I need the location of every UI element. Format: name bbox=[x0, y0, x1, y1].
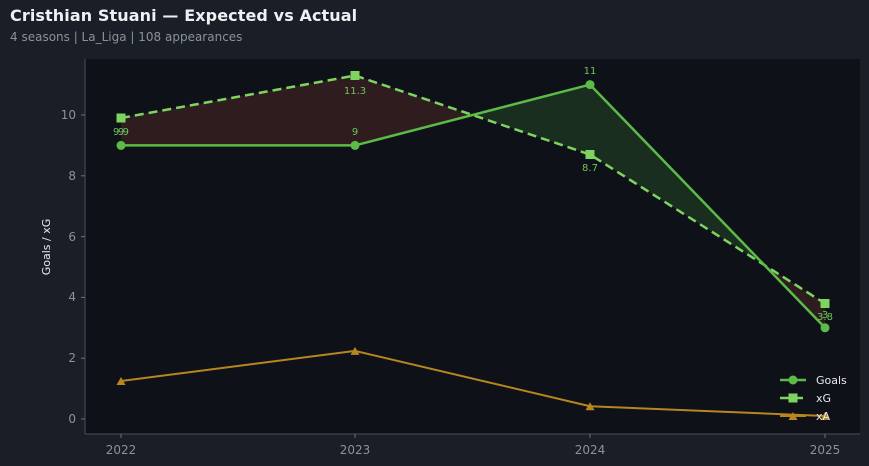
y-tick-label: 4 bbox=[68, 290, 76, 304]
xg-label: 8.7 bbox=[582, 163, 598, 174]
y-tick-label: 8 bbox=[68, 169, 76, 183]
goals-label: 9 bbox=[118, 127, 124, 138]
x-tick-label: 2023 bbox=[340, 443, 371, 457]
square-marker-icon bbox=[788, 393, 798, 403]
xg-label: 3.8 bbox=[817, 312, 833, 323]
chart-title: Cristhian Stuani — Expected vs Actual bbox=[10, 6, 358, 25]
underperform-area bbox=[121, 75, 473, 146]
legend-item-xg: xG bbox=[780, 392, 831, 405]
legend-label: xG bbox=[816, 392, 831, 405]
xg-label: 11.3 bbox=[344, 86, 366, 97]
y-tick-label: 6 bbox=[68, 230, 76, 244]
triangle-marker-icon bbox=[788, 412, 798, 420]
goals-label: 3 bbox=[822, 310, 828, 321]
xa-series bbox=[116, 346, 830, 420]
y-tick-label: 0 bbox=[68, 412, 76, 426]
circle-marker-icon bbox=[788, 375, 798, 385]
x-ticks: 2022 2023 2024 2025 bbox=[106, 434, 841, 457]
legend: Goals xG xA bbox=[780, 374, 847, 423]
x-tick-label: 2025 bbox=[810, 443, 841, 457]
legend-item-goals: Goals bbox=[780, 374, 847, 387]
y-tick-label: 2 bbox=[68, 351, 76, 365]
legend-label: xA bbox=[816, 410, 831, 423]
legend-label: Goals bbox=[816, 374, 847, 387]
x-tick-label: 2022 bbox=[106, 443, 137, 457]
xg-data-labels: 9.9 11.3 8.7 3.8 bbox=[113, 86, 833, 323]
goals-label: 11 bbox=[584, 66, 597, 77]
y-tick-label: 10 bbox=[61, 108, 76, 122]
goals-data-labels: 9 9 11 3 bbox=[118, 66, 828, 321]
xg-label: 9.9 bbox=[113, 127, 129, 138]
xg-series bbox=[116, 71, 830, 308]
goals-series bbox=[116, 80, 830, 333]
y-axis-label: Goals / xG bbox=[40, 219, 53, 276]
chart-subtitle: 4 seasons | La_Liga | 108 appearances bbox=[10, 30, 243, 44]
y-ticks: 0 2 4 6 8 10 bbox=[61, 108, 85, 426]
goals-label: 9 bbox=[352, 127, 358, 138]
overperform-area bbox=[472, 84, 765, 265]
legend-item-xa: xA bbox=[780, 410, 831, 423]
x-tick-label: 2024 bbox=[575, 443, 606, 457]
